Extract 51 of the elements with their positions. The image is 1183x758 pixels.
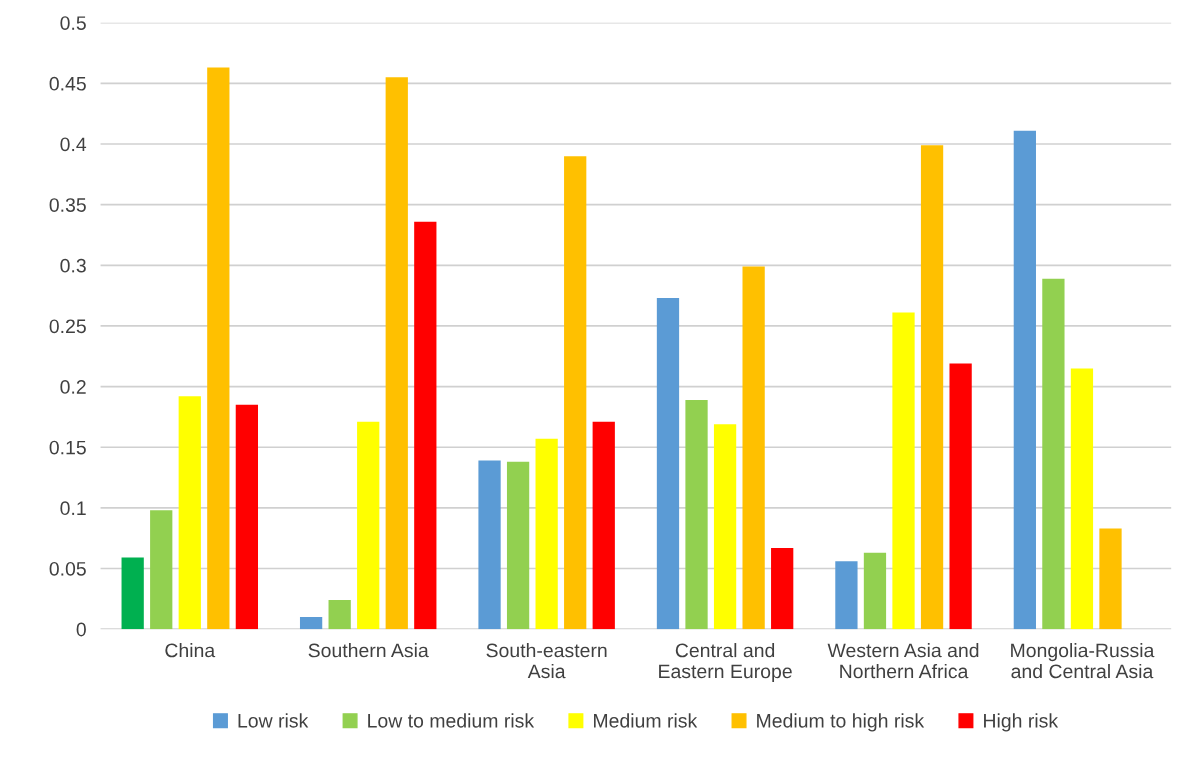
y-tick-label: 0.45 — [49, 76, 86, 91]
bar — [685, 399, 708, 630]
y-tick-label: 0.35 — [49, 198, 86, 212]
y-tick-label: 0.15 — [49, 440, 86, 455]
bar — [357, 421, 380, 630]
y-tick-label: 0.25 — [49, 319, 86, 334]
bar — [178, 396, 201, 630]
bar — [835, 561, 858, 630]
x-tick-label: South-eastern Asia — [486, 643, 607, 679]
bar — [656, 298, 680, 630]
legend-label: Medium to high risk — [757, 713, 925, 732]
bar — [771, 547, 794, 630]
legend-label: Low to medium risk — [368, 713, 535, 728]
bar — [1013, 130, 1036, 630]
bar — [920, 145, 944, 630]
bar — [535, 438, 558, 630]
bar — [949, 363, 972, 630]
x-tick-label: Central and Eastern Europe — [659, 643, 792, 683]
bar — [1099, 528, 1122, 630]
x-tick-label: Southern Asia — [308, 643, 429, 658]
legend-label: High risk — [984, 713, 1059, 732]
bar — [299, 617, 323, 630]
bar — [414, 221, 437, 630]
bar — [742, 266, 765, 630]
bar — [863, 552, 887, 630]
bar — [235, 404, 259, 630]
bar — [207, 67, 230, 630]
y-tick-label: 0.05 — [49, 561, 86, 576]
bar — [150, 510, 173, 630]
y-tick-label: 0.3 — [60, 258, 86, 273]
y-tick-label: 0 — [76, 622, 86, 637]
bar — [1070, 368, 1094, 630]
bar — [592, 421, 615, 630]
bar — [328, 600, 351, 630]
bar — [713, 424, 737, 630]
x-tick-label: Western Asia and Northern Africa — [827, 643, 979, 679]
bar — [1042, 278, 1065, 630]
bar — [892, 312, 915, 630]
bar — [385, 77, 408, 630]
x-tick-label: Mongolia-Russia and Central Asia — [1011, 643, 1155, 679]
bar — [121, 557, 144, 630]
y-tick-label: 0.2 — [60, 380, 86, 394]
legend-label: Low risk — [238, 713, 309, 728]
x-tick-label: China — [165, 643, 216, 658]
bar — [564, 156, 587, 630]
bar — [478, 460, 501, 630]
bar — [506, 461, 530, 630]
y-tick-label: 0.4 — [60, 137, 87, 152]
y-tick-label: 0.1 — [60, 501, 86, 516]
legend-label: Medium risk — [594, 713, 698, 728]
y-tick-label: 0.5 — [60, 16, 86, 30]
